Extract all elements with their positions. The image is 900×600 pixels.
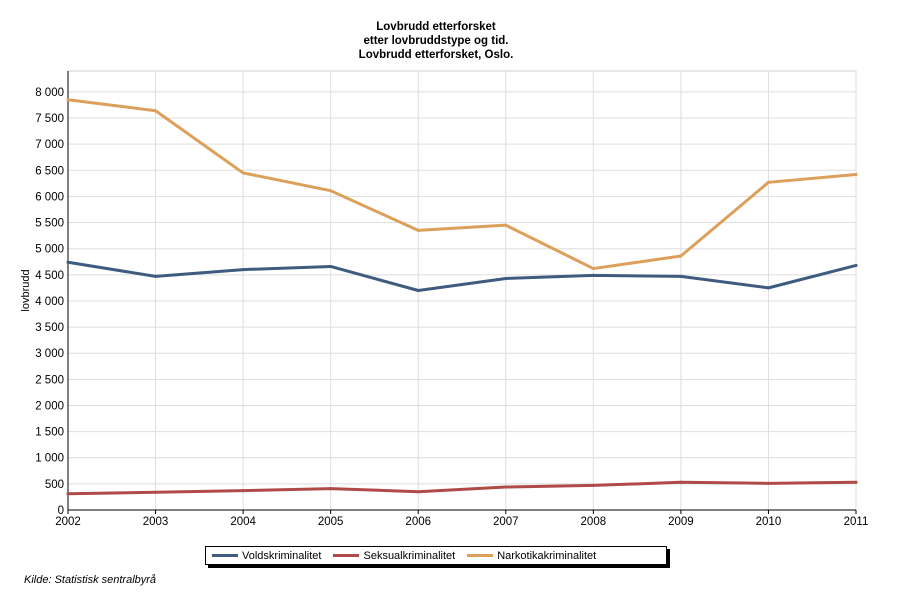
data-point-voldskriminalitet bbox=[679, 274, 683, 278]
x-tick-label: 2005 bbox=[318, 516, 344, 528]
data-point-voldskriminalitet bbox=[766, 286, 770, 290]
x-tick-label: 2006 bbox=[405, 516, 431, 528]
data-point-seksualkriminalitet bbox=[504, 485, 508, 489]
data-point-narkotikakriminalitet bbox=[504, 223, 508, 227]
y-tick-label: 1 500 bbox=[35, 427, 64, 439]
data-point-narkotikakriminalitet bbox=[591, 267, 595, 271]
y-axis-label: lovbrudd bbox=[20, 269, 32, 311]
data-point-seksualkriminalitet bbox=[679, 480, 683, 484]
data-point-voldskriminalitet bbox=[329, 264, 333, 268]
data-point-voldskriminalitet bbox=[504, 276, 508, 280]
legend-label-seksualkriminalitet: Seksualkriminalitet bbox=[363, 549, 456, 562]
chart-title-line: etter lovbruddstype og tid. bbox=[363, 35, 508, 47]
x-tick-label: 2010 bbox=[756, 516, 782, 528]
y-tick-label: 5 000 bbox=[35, 244, 64, 256]
y-tick-label: 6 000 bbox=[35, 191, 64, 203]
legend-item-voldskriminalitet[interactable]: Voldskriminalitet bbox=[212, 550, 321, 562]
plot-area bbox=[67, 70, 857, 511]
chart-title-line: Lovbrudd etterforsket, Oslo. bbox=[359, 49, 514, 61]
y-tick-label: 0 bbox=[58, 505, 64, 517]
y-tick-label: 5 500 bbox=[35, 218, 64, 230]
legend-label-voldskriminalitet: Voldskriminalitet bbox=[242, 549, 322, 562]
y-tick-label: 8 000 bbox=[35, 87, 64, 99]
data-point-voldskriminalitet bbox=[154, 274, 158, 278]
y-tick-label: 2 500 bbox=[35, 374, 64, 386]
data-point-seksualkriminalitet bbox=[241, 489, 245, 493]
y-tick-label: 4 000 bbox=[35, 296, 64, 308]
data-point-voldskriminalitet bbox=[591, 273, 595, 277]
data-point-seksualkriminalitet bbox=[854, 480, 858, 484]
x-tick-label: 2003 bbox=[143, 516, 169, 528]
y-tick-label: 500 bbox=[45, 479, 64, 491]
y-tick-label: 7 000 bbox=[35, 139, 64, 151]
legend-label-narkotikakriminalitet: Narkotikakriminalitet bbox=[497, 549, 597, 562]
x-tick-label: 2004 bbox=[230, 516, 256, 528]
data-point-voldskriminalitet bbox=[854, 263, 858, 267]
data-point-voldskriminalitet bbox=[241, 268, 245, 272]
data-point-narkotikakriminalitet bbox=[154, 109, 158, 113]
legend: Voldskriminalitet Seksualkriminalitet Na… bbox=[205, 546, 667, 565]
x-tick-label: 2007 bbox=[493, 516, 519, 528]
data-point-narkotikakriminalitet bbox=[679, 254, 683, 258]
y-tick-label: 3 500 bbox=[35, 322, 64, 334]
data-point-seksualkriminalitet bbox=[591, 483, 595, 487]
data-point-narkotikakriminalitet bbox=[766, 180, 770, 184]
y-tick-label: 6 500 bbox=[35, 165, 64, 177]
data-point-seksualkriminalitet bbox=[154, 490, 158, 494]
series-line-seksualkriminalitet bbox=[66, 480, 858, 496]
y-tick-label: 2 000 bbox=[35, 400, 64, 412]
data-point-narkotikakriminalitet bbox=[854, 172, 858, 176]
data-point-narkotikakriminalitet bbox=[329, 189, 333, 193]
data-point-narkotikakriminalitet bbox=[241, 171, 245, 175]
y-tick-label: 3 000 bbox=[35, 348, 64, 360]
y-tick-label: 1 000 bbox=[35, 453, 64, 465]
data-point-seksualkriminalitet bbox=[766, 481, 770, 485]
legend-swatch-voldskriminalitet bbox=[212, 554, 238, 557]
data-point-seksualkriminalitet bbox=[416, 490, 420, 494]
x-tick-label: 2008 bbox=[581, 516, 607, 528]
series-line-voldskriminalitet bbox=[66, 260, 858, 292]
data-point-seksualkriminalitet bbox=[66, 492, 70, 496]
x-tick-label: 2011 bbox=[844, 516, 869, 528]
chart-title-line: Lovbrudd etterforsket bbox=[376, 21, 496, 33]
legend-item-narkotikakriminalitet[interactable]: Narkotikakriminalitet bbox=[467, 550, 596, 562]
legend-swatch-narkotikakriminalitet bbox=[467, 554, 494, 557]
data-point-voldskriminalitet bbox=[416, 289, 420, 292]
legend-swatch-seksualkriminalitet bbox=[333, 554, 360, 557]
y-tick-label: 4 500 bbox=[35, 270, 64, 282]
data-point-narkotikakriminalitet bbox=[66, 98, 70, 102]
y-tick-label: 7 500 bbox=[35, 113, 64, 125]
source-note: Kilde: Statistisk sentralbyrå bbox=[24, 574, 157, 586]
data-point-seksualkriminalitet bbox=[329, 487, 333, 491]
x-tick-label: 2002 bbox=[55, 516, 81, 528]
x-tick-label: 2009 bbox=[668, 516, 694, 528]
series-line-narkotikakriminalitet bbox=[66, 98, 858, 271]
data-point-voldskriminalitet bbox=[66, 260, 70, 264]
legend-item-seksualkriminalitet[interactable]: Seksualkriminalitet bbox=[333, 550, 455, 562]
data-point-narkotikakriminalitet bbox=[416, 228, 420, 232]
